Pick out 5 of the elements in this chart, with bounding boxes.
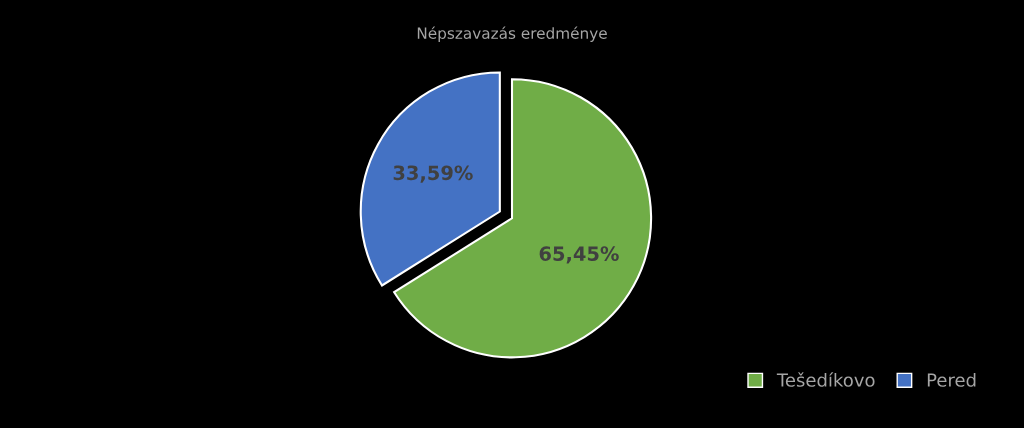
legend-label: Tešedíkovo [776,372,875,387]
data-label: 33,59% [393,165,473,183]
legend-label: Pered [927,372,976,387]
data-label: 65,45% [539,246,619,264]
chart-title: Népszavazás eredménye [417,26,607,42]
